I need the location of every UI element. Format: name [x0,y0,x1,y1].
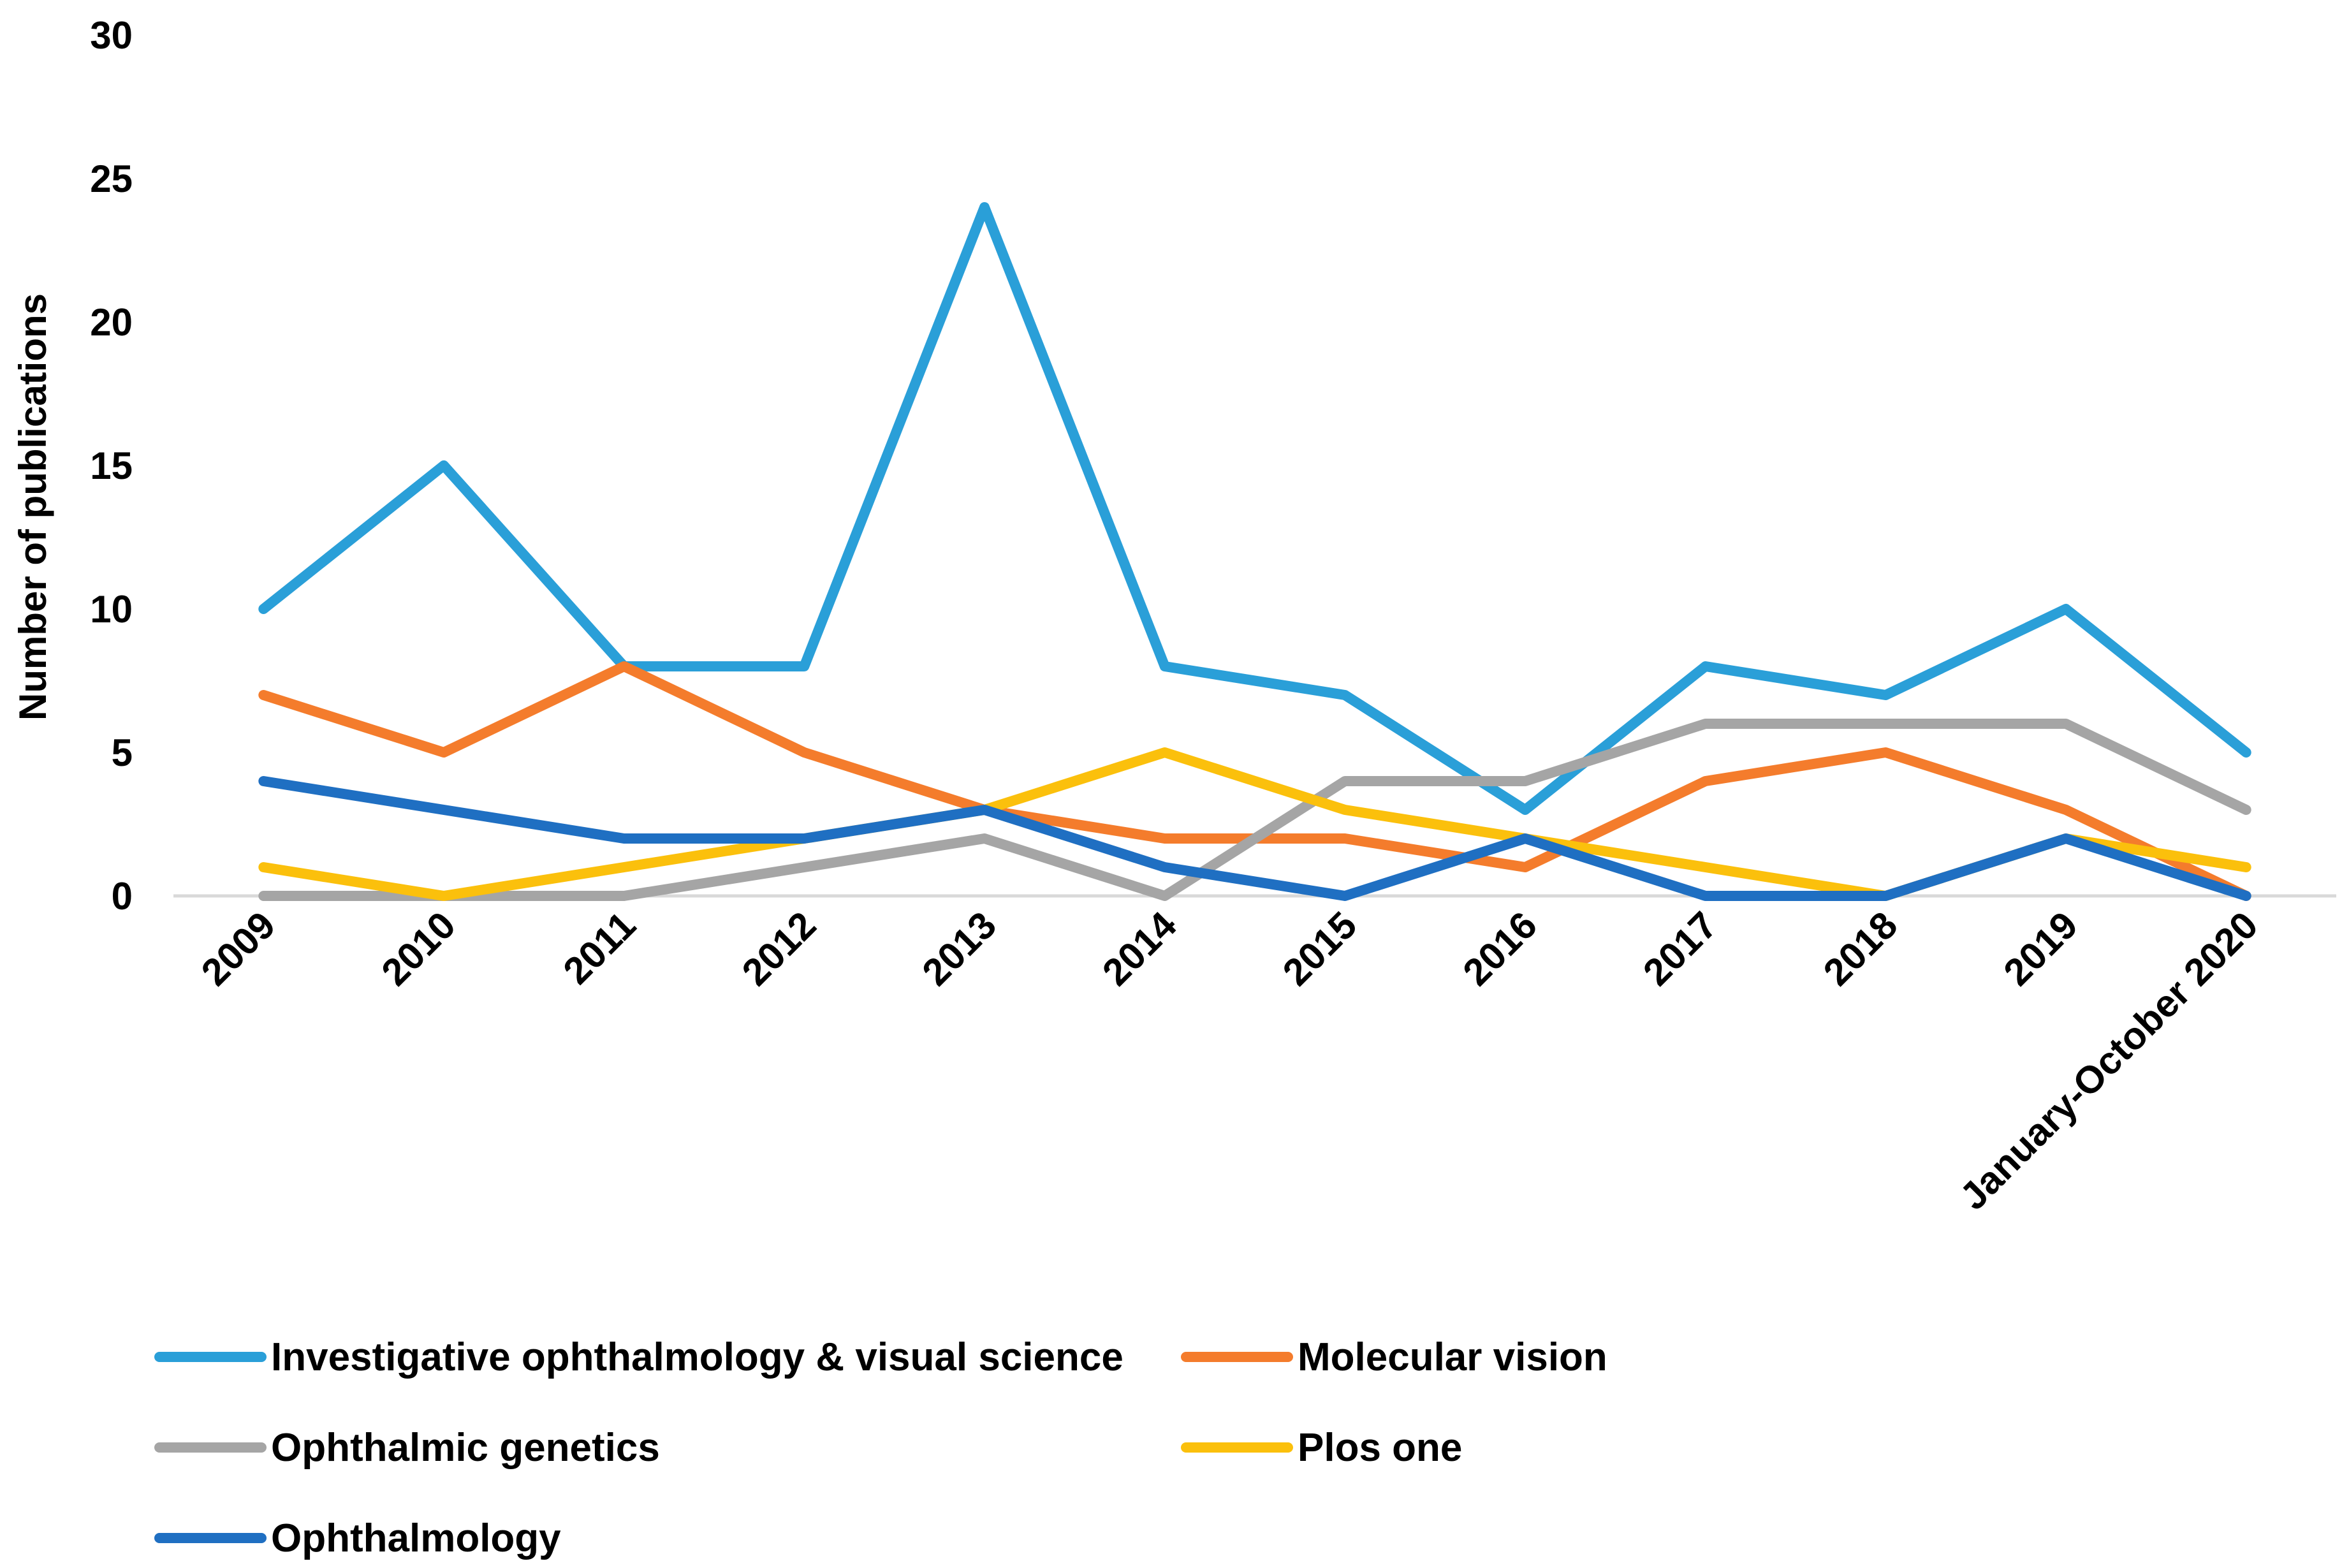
legend-item: Investigative ophthalmology & visual sci… [154,1335,1123,1379]
y-tick-label: 0 [112,875,133,918]
y-tick-label: 20 [90,301,133,344]
x-tick-label: 2011 [555,904,643,992]
y-tick-label: 5 [112,731,133,774]
series-line-3 [258,719,2251,901]
x-tick-label: 2016 [1454,904,1545,994]
y-axis-title: Number of publications [11,293,54,721]
y-tick-label: 25 [90,158,133,200]
x-tick-label: 2012 [734,904,824,994]
x-tick-label: 2013 [914,904,1004,994]
y-axis-ticks: 0 5 10 15 20 25 30 [90,14,133,918]
x-tick-label: 2018 [1815,904,1906,994]
y-tick-label: 15 [90,444,133,487]
series-line-5 [258,776,2251,901]
x-tick-label: 2019 [1995,904,2086,994]
legend-item: Ophthalmic genetics [154,1426,660,1470]
x-tick-label: 2015 [1275,904,1365,994]
x-axis-ticks: 2009 2010 2011 2012 2013 2014 2015 2016 2017 2018… [193,903,2266,1218]
legend-item: Plos one [1181,1426,1462,1470]
legend-label: Ophthalmology [271,1516,561,1560]
y-tick-label: 10 [90,588,133,631]
series-lines [258,202,2251,901]
legend-label: Investigative ophthalmology & visual sci… [271,1335,1123,1379]
legend-item: Ophthalmology [154,1516,561,1560]
x-tick-label: 2014 [1094,903,1185,993]
x-tick-label: 2010 [373,904,464,994]
legend-label: Molecular vision [1298,1335,1607,1379]
legend-label: Plos one [1298,1426,1462,1470]
x-tick-label: 2009 [193,904,284,994]
x-tick-label: January-October 2020 [1952,904,2266,1218]
legend-label: Ophthalmic genetics [271,1426,660,1470]
legend-item: Molecular vision [1181,1335,1607,1379]
series-line-1 [258,202,2251,815]
y-tick-label: 30 [90,14,133,57]
x-tick-label: 2017 [1635,904,1725,994]
legend: Investigative ophthalmology & visual sci… [154,1335,1607,1560]
